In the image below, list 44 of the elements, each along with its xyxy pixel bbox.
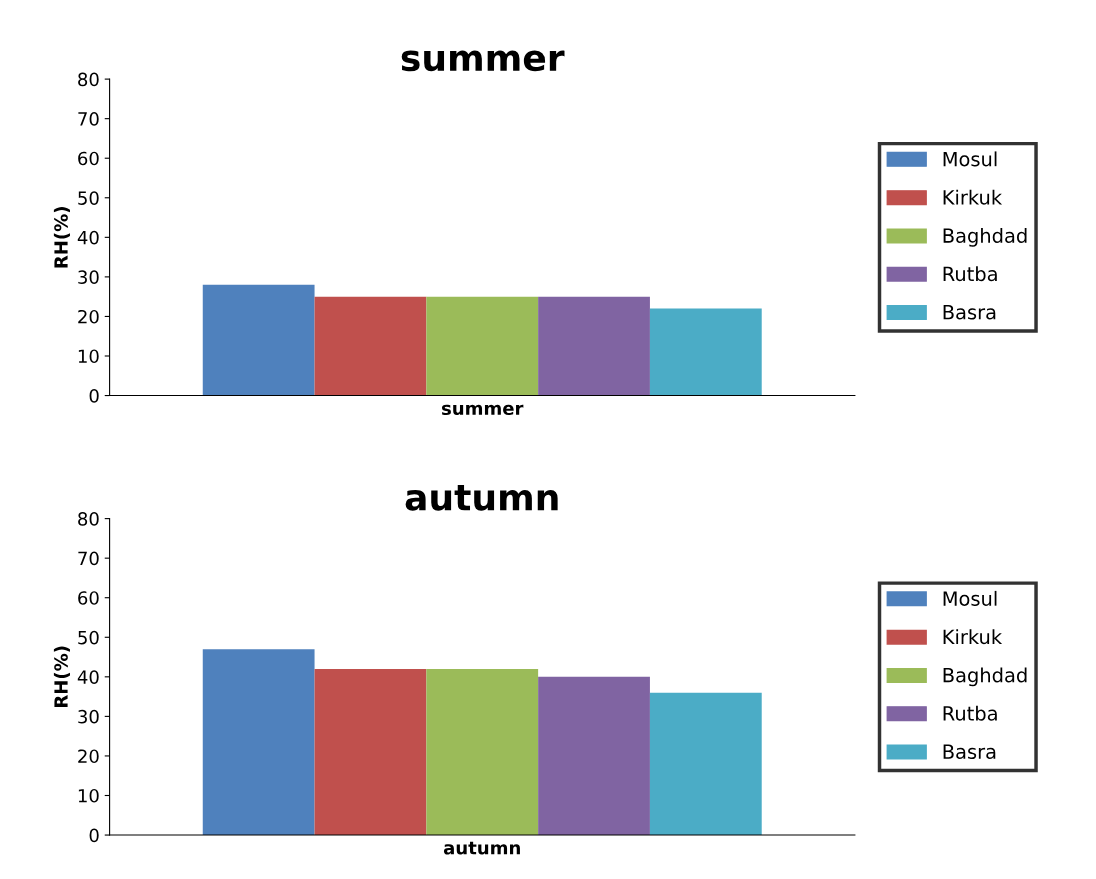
y-tick-label: 60 bbox=[78, 591, 99, 605]
bar bbox=[426, 668, 539, 836]
legend-label: Basra bbox=[943, 744, 996, 759]
y-tick-label: 70 bbox=[78, 551, 99, 566]
bar bbox=[426, 296, 539, 396]
y-tick-label: 40 bbox=[77, 230, 99, 245]
y-tick-label: 80 bbox=[78, 512, 99, 526]
legend-label: Kirkuk bbox=[943, 189, 1003, 205]
y-tick-label: 10 bbox=[78, 349, 99, 364]
bar bbox=[538, 676, 650, 836]
bar bbox=[649, 692, 762, 836]
y-tick-label: 20 bbox=[78, 749, 99, 764]
y-tick-label: 30 bbox=[78, 709, 99, 724]
bar bbox=[538, 296, 650, 396]
y-tick-label: 10 bbox=[78, 788, 99, 803]
legend-label: Mosul bbox=[943, 590, 997, 606]
y-tick-label: 30 bbox=[78, 270, 99, 284]
chart-title: summer bbox=[401, 50, 565, 72]
x-axis-title: summer bbox=[441, 404, 524, 416]
y-tick-label: 20 bbox=[78, 309, 99, 324]
bar bbox=[314, 668, 427, 836]
x-axis-title: autumn bbox=[443, 841, 520, 855]
bar bbox=[202, 649, 315, 836]
legend-label: Baghdad bbox=[943, 227, 1027, 247]
y-axis-title: RH(%) bbox=[53, 646, 70, 707]
bar bbox=[314, 296, 427, 396]
y-axis-title: RH(%) bbox=[53, 207, 70, 268]
bar bbox=[649, 308, 762, 396]
y-tick-label: 0 bbox=[89, 828, 99, 843]
y-tick-label: 60 bbox=[78, 151, 99, 166]
legend-label: Rutba bbox=[943, 705, 997, 721]
chart-title: autumn bbox=[405, 484, 558, 511]
y-tick-label: 70 bbox=[78, 112, 99, 126]
legend-label: Rutba bbox=[943, 266, 997, 282]
legend-label: Mosul bbox=[943, 151, 997, 167]
legend-label: Basra bbox=[943, 305, 996, 320]
bar bbox=[202, 284, 315, 396]
y-tick-label: 40 bbox=[77, 670, 99, 684]
y-tick-label: 80 bbox=[78, 72, 99, 87]
y-tick-label: 50 bbox=[78, 191, 99, 205]
legend-label: Kirkuk bbox=[943, 629, 1003, 645]
y-tick-label: 50 bbox=[78, 630, 99, 645]
legend-label: Baghdad bbox=[943, 667, 1027, 687]
y-tick-label: 0 bbox=[89, 389, 99, 403]
